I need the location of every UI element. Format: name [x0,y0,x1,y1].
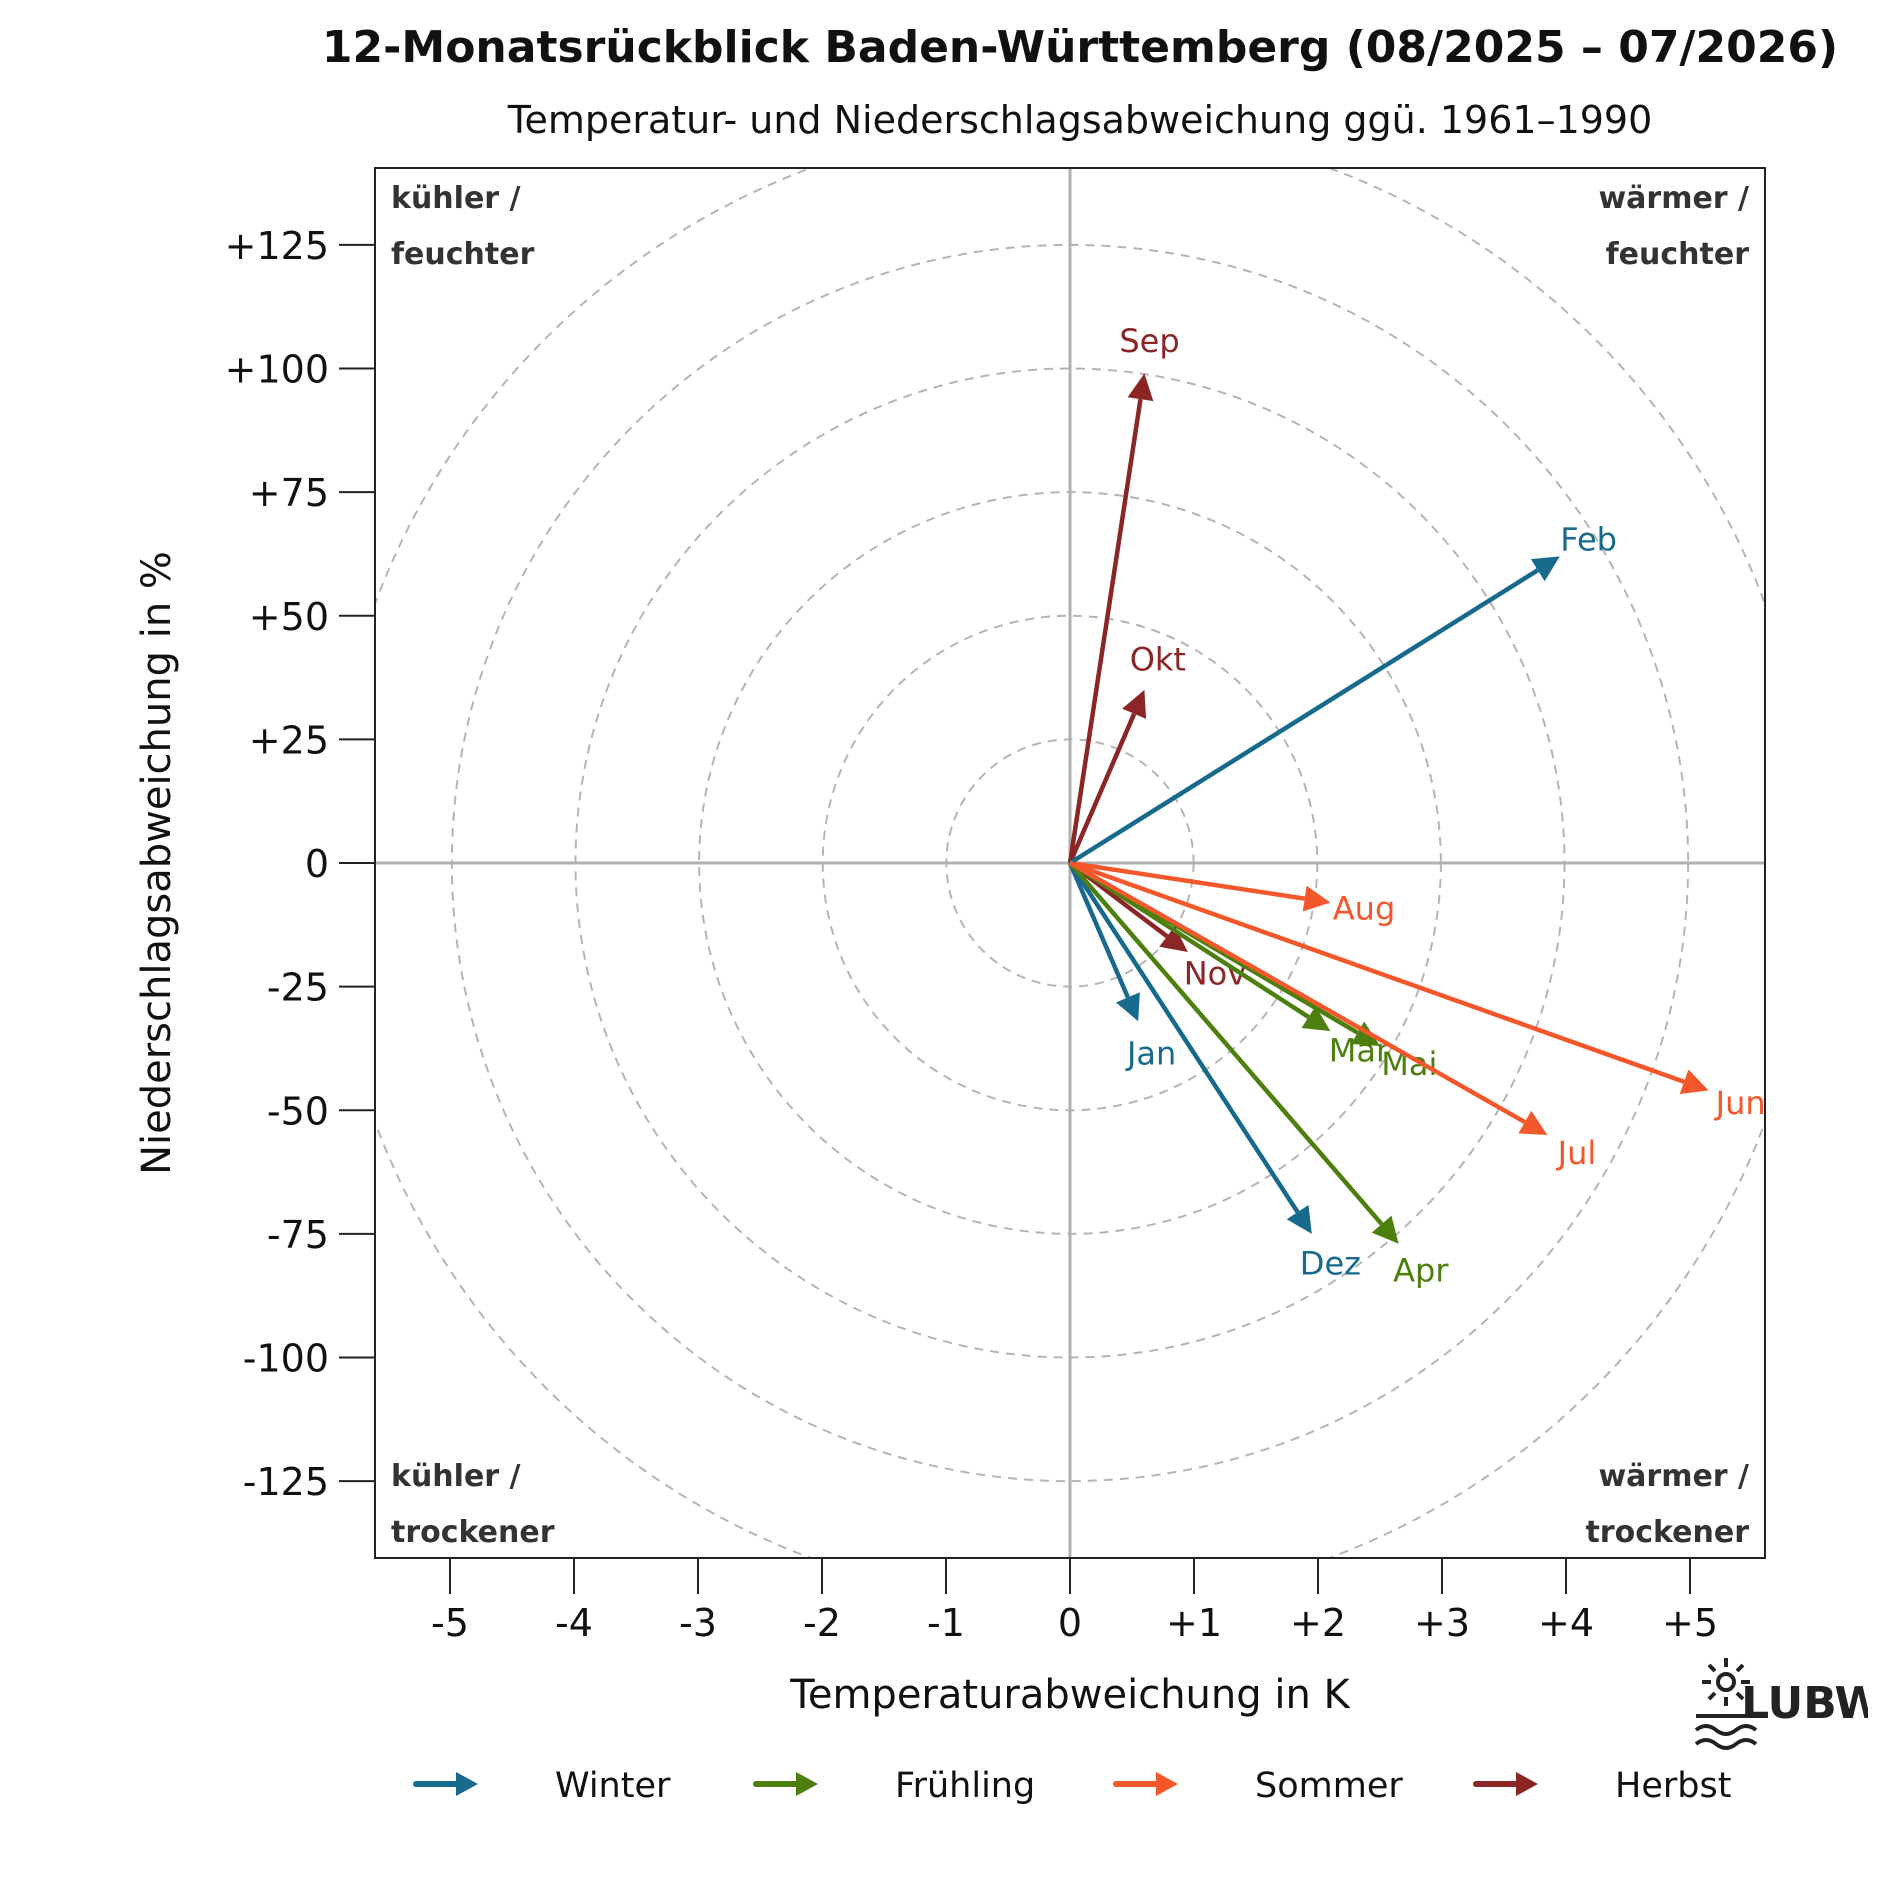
data-label-dez: Dez [1300,1244,1361,1282]
y-tick-label: +75 [249,471,329,515]
vector-arrowhead-sep [1127,373,1154,402]
y-tick-label: -50 [267,1089,329,1133]
logo-text: LUBW [1741,1678,1868,1729]
quadrant-label-top-left: kühler / [391,181,521,216]
chart-title: 12-Monatsrückblick Baden-Württemberg (08… [321,22,1839,73]
vector-line-okt [1067,712,1137,864]
vector-arrowhead-mär [1301,1006,1331,1032]
vector-line-feb [1068,568,1539,865]
data-label-feb: Feb [1560,520,1617,558]
quadrant-labels: kühler / feuchter wärmer / feuchter kühler /… [391,181,1749,1550]
x-tick-label: -4 [555,1601,593,1645]
data-label-mai: Mai [1381,1045,1437,1083]
legend: Winter Frühling Sommer Herbst [400,1756,1780,1812]
y-tick-label: +100 [225,348,329,392]
y-tick-label: -125 [243,1460,329,1504]
vector-arrowhead-jun [1679,1069,1709,1094]
vector-arrowhead-jan [1115,992,1140,1022]
y-tick-label: +50 [249,595,329,639]
y-tick-label: +25 [249,718,329,762]
data-label-jul: Jul [1556,1134,1597,1172]
data-label-apr: Apr [1393,1252,1449,1290]
y-tick-label: -25 [267,966,329,1010]
data-label-aug: Aug [1333,890,1395,928]
quadrant-label-bottom-left: kühler / [391,1459,521,1494]
quadrant-label-bottom-right: trockener [1585,1515,1749,1550]
vector-line-jan [1067,862,1130,999]
x-tick-label: -3 [679,1601,717,1645]
quadrant-label-top-left: feuchter [391,237,535,272]
x-tick-label: 0 [1058,1601,1082,1645]
chart-subtitle: Temperatur- und Niederschlagsabweichung … [507,98,1653,142]
data-label-okt: Okt [1130,641,1186,679]
x-tick-label: -5 [431,1601,469,1645]
vector-line-aug [1069,860,1306,901]
x-tick-label: +3 [1414,1601,1470,1645]
x-tick-label: +1 [1166,1601,1222,1645]
legend-label: Winter [555,1766,671,1806]
legend-arrow-icon [413,1772,478,1796]
quadrant-label-top-right: wärmer / [1598,181,1749,216]
vector-line-sep [1067,398,1143,864]
vector-arrowhead-feb [1530,556,1560,582]
legend-label: Frühling [895,1766,1036,1806]
x-tick-label: +5 [1662,1601,1718,1645]
vector-arrowhead-dez [1286,1204,1312,1234]
y-tick-label: -100 [243,1337,329,1381]
x-axis: -5 -4 -3 -2 -1 0 +1 +2 +3 +4 +5 [431,1558,1718,1645]
y-tick-label: +125 [225,224,329,268]
vector-line-apr [1068,861,1384,1226]
x-tick-label: -2 [803,1601,841,1645]
vector-arrowhead-aug [1302,885,1331,912]
legend-label: Sommer [1255,1766,1403,1806]
data-label-jan: Jan [1125,1034,1176,1072]
legend-arrow-icon [753,1772,818,1796]
vector-line-dez [1068,861,1300,1214]
x-tick-label: +4 [1538,1601,1594,1645]
vector-line-jul [1068,861,1526,1125]
quadrant-label-top-right: feuchter [1606,237,1750,272]
vector-line-jun [1069,860,1685,1084]
vector-arrowhead-apr [1371,1215,1399,1244]
vector-arrowhead-okt [1122,689,1147,719]
legend-arrow-icon [1113,1772,1178,1796]
y-tick-label: 0 [305,842,329,886]
quadrant-label-bottom-right: wärmer / [1598,1459,1749,1494]
vector-arrowhead-jul [1518,1110,1548,1135]
y-axis-label: Niederschlagsabweichung in % [134,551,180,1175]
data-label-sep: Sep [1119,322,1179,360]
quadrant-label-bottom-left: trockener [391,1515,555,1550]
legend-label: Herbst [1615,1766,1732,1806]
data-label-jun: Jun [1714,1084,1766,1122]
sun-water-logo-icon [1694,1658,1758,1750]
x-tick-label: -1 [927,1601,965,1645]
x-axis-label: Temperaturabweichung in K [789,1672,1351,1718]
lubw-logo: LUBW [1694,1658,1868,1750]
y-tick-label: -75 [267,1213,329,1257]
legend-arrow-icon [1473,1772,1538,1796]
x-tick-label: +2 [1290,1601,1346,1645]
vector-arrowhead-nov [1159,925,1188,953]
y-axis: +125 +100 +75 +50 +25 0 -25 -50 -75 -100 -125 [225,224,375,1504]
